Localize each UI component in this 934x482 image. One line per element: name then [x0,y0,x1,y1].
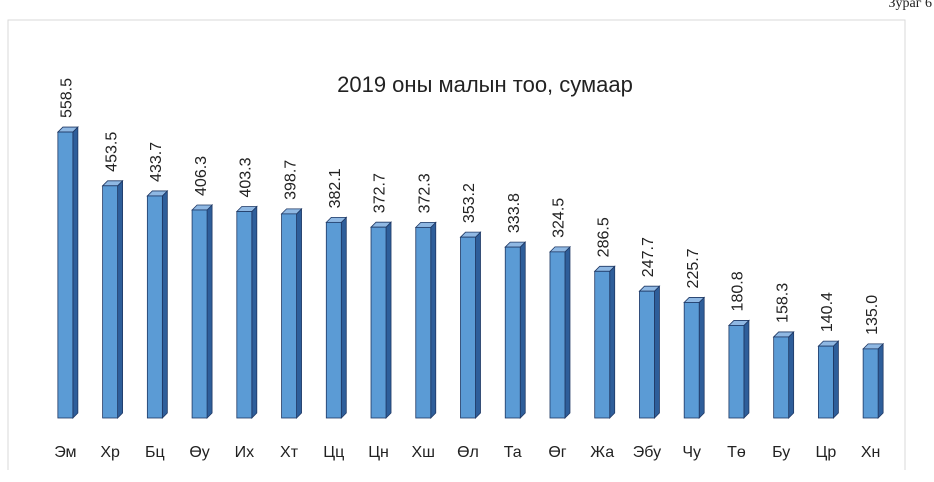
x-tick-label: Хн [861,444,881,461]
bar-front [862,348,879,419]
bar [638,285,661,419]
data-label: 453.5 [103,132,120,172]
bar-side [877,342,884,419]
x-tick-label: Хр [100,444,120,461]
x-tick-label: Та [504,444,522,461]
chart-title: 2019 оны малын тоо, сумаар [337,72,633,97]
data-label: 158.3 [774,283,791,323]
bar [549,245,571,419]
bar-front [57,131,74,419]
x-tick-label: Чу [682,444,701,461]
bar [370,221,392,419]
bar-front [370,226,387,419]
data-label: 406.3 [193,156,210,196]
x-tick-label: Бу [772,444,790,461]
bar-side [519,241,526,419]
data-label: 286.5 [595,217,612,257]
bar [504,241,527,419]
x-tick-label: Их [235,444,255,461]
bar-side [251,205,258,419]
bar [459,231,482,419]
bar-front [773,336,790,419]
bar [772,330,795,419]
bar-side [698,296,705,419]
chart-frame [7,19,906,470]
bar-side [296,207,302,419]
caption: Зураг 6 [889,0,932,11]
bar-side [475,231,481,419]
bar [593,265,616,419]
bar-side [340,216,347,419]
bar-front [817,345,834,419]
bar-front [325,221,342,419]
bar [101,179,124,419]
bar [146,189,169,419]
bar-front [236,211,253,419]
data-label: 398.7 [282,160,299,200]
bar-side [117,179,124,419]
x-tick-label: Эбу [633,444,661,461]
bar-side [564,245,571,419]
bar [325,216,348,419]
x-tick-label: Эм [54,444,76,461]
bar-front [728,325,745,419]
bar-front [415,226,432,419]
bar-side [206,204,213,419]
data-label: 403.3 [238,157,255,197]
data-label: 558.5 [59,78,76,118]
bar [191,204,214,419]
bar [727,319,750,419]
bar-side [788,330,795,419]
data-label: 433.7 [148,142,165,182]
bar-front [146,195,163,419]
bar-front [639,290,655,419]
bar [235,205,258,419]
bar [56,126,79,419]
bar-side [609,265,616,419]
data-label: 324.5 [551,198,568,238]
x-tick-label: Бц [145,444,165,461]
x-tick-label: Өу [189,444,209,461]
data-label: 372.7 [372,173,389,213]
bar [817,340,840,419]
bar-side [161,189,168,419]
x-tick-label: Тө [727,444,746,461]
data-label: 135.0 [864,295,881,335]
data-label: 180.8 [730,271,747,311]
data-label: 225.7 [685,248,702,288]
bar-front [191,209,208,419]
x-tick-label: Цн [368,444,389,461]
bar [414,221,437,419]
bar-front [549,251,566,419]
x-tick-label: Цр [816,444,837,461]
bar-side [72,126,79,419]
data-label: 140.4 [819,292,836,332]
bar [683,296,706,419]
data-label: 382.1 [327,168,344,208]
x-tick-label: Цц [323,444,344,461]
bar-side [385,221,392,419]
x-tick-label: Хт [280,444,299,461]
data-label: 372.3 [416,173,433,213]
bar-front [102,185,119,419]
bar-side [743,319,750,419]
bar-front [594,270,611,419]
data-label: 333.8 [506,193,523,233]
data-label: 353.2 [461,183,478,223]
bar [280,207,303,419]
bar-front [281,213,297,419]
bar-front [504,246,521,419]
x-tick-label: Жа [590,444,614,461]
bar-front [683,302,700,419]
x-tick-label: Хш [412,444,436,461]
bar-side [832,340,839,419]
bar [862,342,885,419]
bar-front [460,236,476,419]
x-tick-label: Өг [548,444,566,461]
bar-side [430,221,437,419]
bar-side [654,285,660,419]
data-label: 247.7 [640,237,657,277]
x-tick-label: Өл [457,444,479,461]
